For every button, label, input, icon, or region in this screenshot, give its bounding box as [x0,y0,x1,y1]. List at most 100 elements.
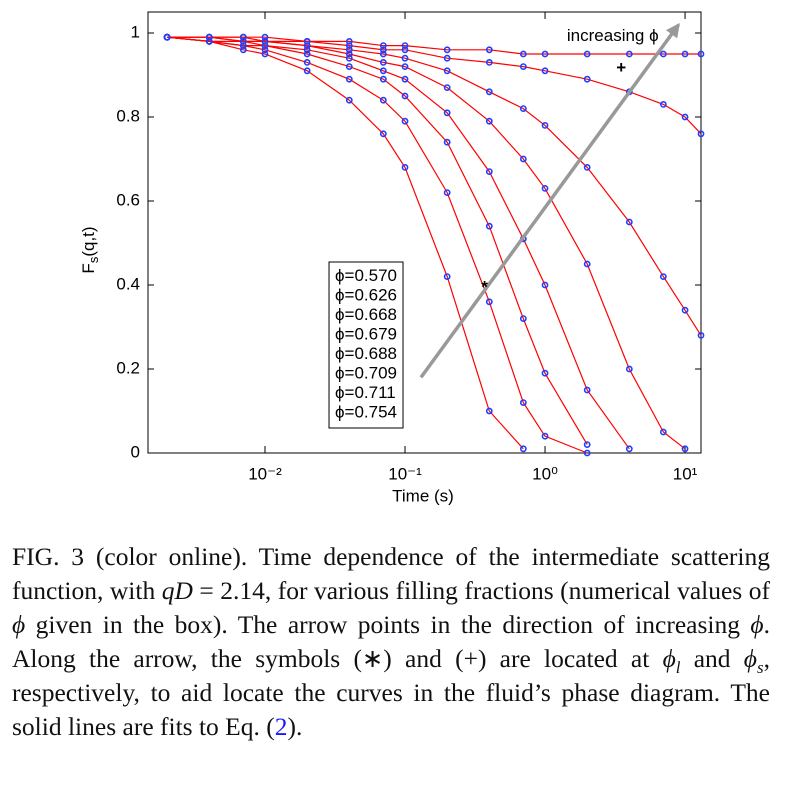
legend-entry: ϕ=0.626 [335,286,397,305]
data-point [583,260,591,268]
data-point [379,67,387,75]
data-point [443,273,451,280]
data-point [681,445,689,453]
fit-line [167,36,701,55]
data-point [345,75,353,83]
data-point [697,331,705,339]
data-point [401,163,409,171]
plot-frame [147,11,702,454]
data-point [443,84,451,91]
data-point [303,67,311,75]
symbol-marker: * [481,277,488,296]
data-point [345,42,353,49]
data-point [401,46,409,54]
data-point [541,67,549,75]
data-point [519,155,527,163]
data-point [583,386,591,394]
y-tick-label: 1 [131,22,140,41]
caption-text: ϕ [662,644,676,673]
legend-entry: ϕ=0.679 [335,325,397,344]
data-point [485,298,493,306]
data-point [625,445,633,453]
data-point [401,117,409,125]
caption-text: given in the box). The arrow points in t… [25,610,751,639]
y-tick-label: 0.8 [116,106,140,125]
data-point [519,399,527,406]
data-point [303,59,311,66]
data-point [697,50,705,58]
legend-entry: ϕ=0.711 [335,383,396,402]
data-point [261,50,269,58]
data-point [659,428,667,436]
data-point [401,42,409,49]
arrow-label: increasing ϕ [567,26,659,45]
data-point [681,306,689,314]
legend-entry: ϕ=0.668 [335,305,397,324]
caption-text: ϕ [750,610,764,639]
data-point [625,218,633,226]
data-point [443,138,451,146]
caption-text: s [757,658,764,678]
caption-text: = 2.14, for various filling fractions (n… [192,576,770,605]
data-point [303,50,311,58]
data-point [485,168,493,175]
data-point [345,54,353,62]
y-axis-label: Fs(q,t) [79,226,101,273]
data-point [443,54,451,62]
caption-text: , respectively, to aid locate the curves… [12,644,770,741]
data-point [303,46,311,54]
data-point [401,92,409,100]
chart: Time (s) Fs(q,t) 0 0.2 0.4 0.6 0.8 1 10⁻² 10⁻¹ 1… [79,11,705,505]
data-point [485,117,493,125]
data-point [485,59,493,66]
data-point [583,50,591,58]
fit-line [167,36,686,450]
data-point [485,407,493,415]
data-point [303,38,311,45]
caption-text: ). [287,712,303,741]
data-point [303,42,311,49]
legend-entry: ϕ=0.709 [335,364,397,383]
data-point [379,130,387,138]
data-point [583,163,591,171]
data-point [625,50,633,58]
data-point [239,38,247,45]
data-point [261,33,269,41]
data-point [239,46,247,54]
x-tick-label: 10⁻² [248,464,282,483]
data-point [541,281,549,289]
data-point [681,50,689,58]
data-point [345,96,353,104]
data-point [485,222,493,230]
arrow [419,22,681,379]
caption-text: ϕ [12,610,26,639]
legend-entry: ϕ=0.688 [335,344,397,363]
symbol-marker: + [616,58,626,77]
y-tick-label: 0.6 [116,190,140,209]
x-tick-label: 10⁻¹ [388,464,422,483]
caption-link[interactable]: 2 [274,712,288,741]
data-point [379,42,387,49]
data-point [583,449,591,457]
plot-area [163,33,705,457]
y-tick-label: 0 [131,442,140,461]
fit-line [167,36,630,450]
data-point [401,63,409,70]
data-point [541,50,549,58]
caption: FIG. 3 (color online). Time dependence o… [12,540,770,744]
caption-text: . Along the arrow, the symbols (∗) and (… [12,610,770,673]
data-point [485,88,493,96]
data-point [379,59,387,66]
data-point [485,46,493,54]
data-point [379,46,387,54]
y-tick-label: 0.2 [116,358,140,377]
data-point [345,63,353,70]
data-point [239,42,247,49]
data-point [345,38,353,45]
x-axis-label: Time (s) [392,486,454,505]
caption-text: and [680,644,744,673]
data-point [541,432,549,440]
data-point [163,33,171,41]
data-point [401,75,409,83]
